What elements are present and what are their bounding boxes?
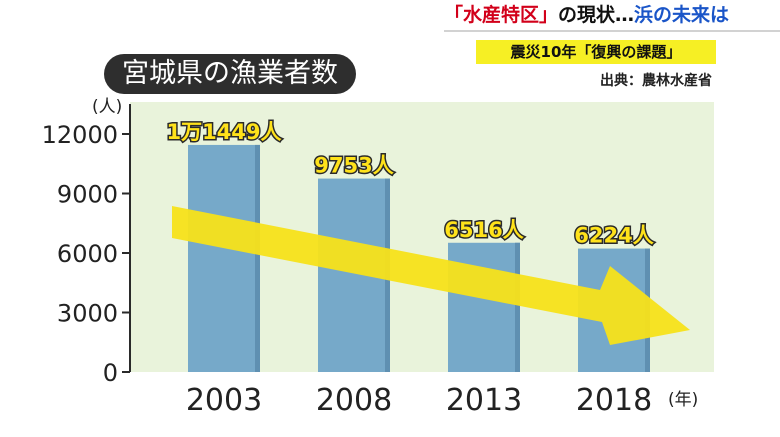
y-tick-label: 9000 xyxy=(57,181,118,209)
y-axis-unit: (人) xyxy=(92,97,123,117)
x-tick-label: 2018 xyxy=(576,383,652,418)
y-tick-label: 0 xyxy=(103,359,118,387)
y-tick-label: 12000 xyxy=(42,121,118,149)
news-subtitle: 震災10年「復興の課題」 xyxy=(476,40,716,64)
trend-arrow xyxy=(172,206,690,345)
data-label: 9753人 xyxy=(314,154,393,178)
banner-part-1: 「水産特区」 xyxy=(444,4,559,26)
banner-part-2: の現状… xyxy=(558,4,635,26)
x-tick-label: 2008 xyxy=(316,383,392,418)
y-tick-label: 6000 xyxy=(57,240,118,268)
x-tick-label: 2013 xyxy=(446,383,522,418)
bar xyxy=(188,144,260,372)
data-label: 6224人 xyxy=(574,224,653,248)
x-tick-label: 2003 xyxy=(186,383,262,418)
chart-title: 宮城県の漁業者数 xyxy=(104,54,356,94)
data-label: 6516人 xyxy=(444,218,523,242)
bar-shade xyxy=(255,144,260,372)
bar-shade xyxy=(515,242,520,372)
y-tick-label: 3000 xyxy=(57,300,118,328)
data-label: 1万1449人 xyxy=(166,120,281,144)
source-credit: 出典：農林水産省 xyxy=(600,73,712,89)
x-axis-unit: (年) xyxy=(668,390,699,410)
bar xyxy=(448,242,520,372)
news-banner: 「水産特区」の現状…浜の未来は xyxy=(444,0,780,32)
banner-part-3: 浜の未来は xyxy=(634,4,730,26)
